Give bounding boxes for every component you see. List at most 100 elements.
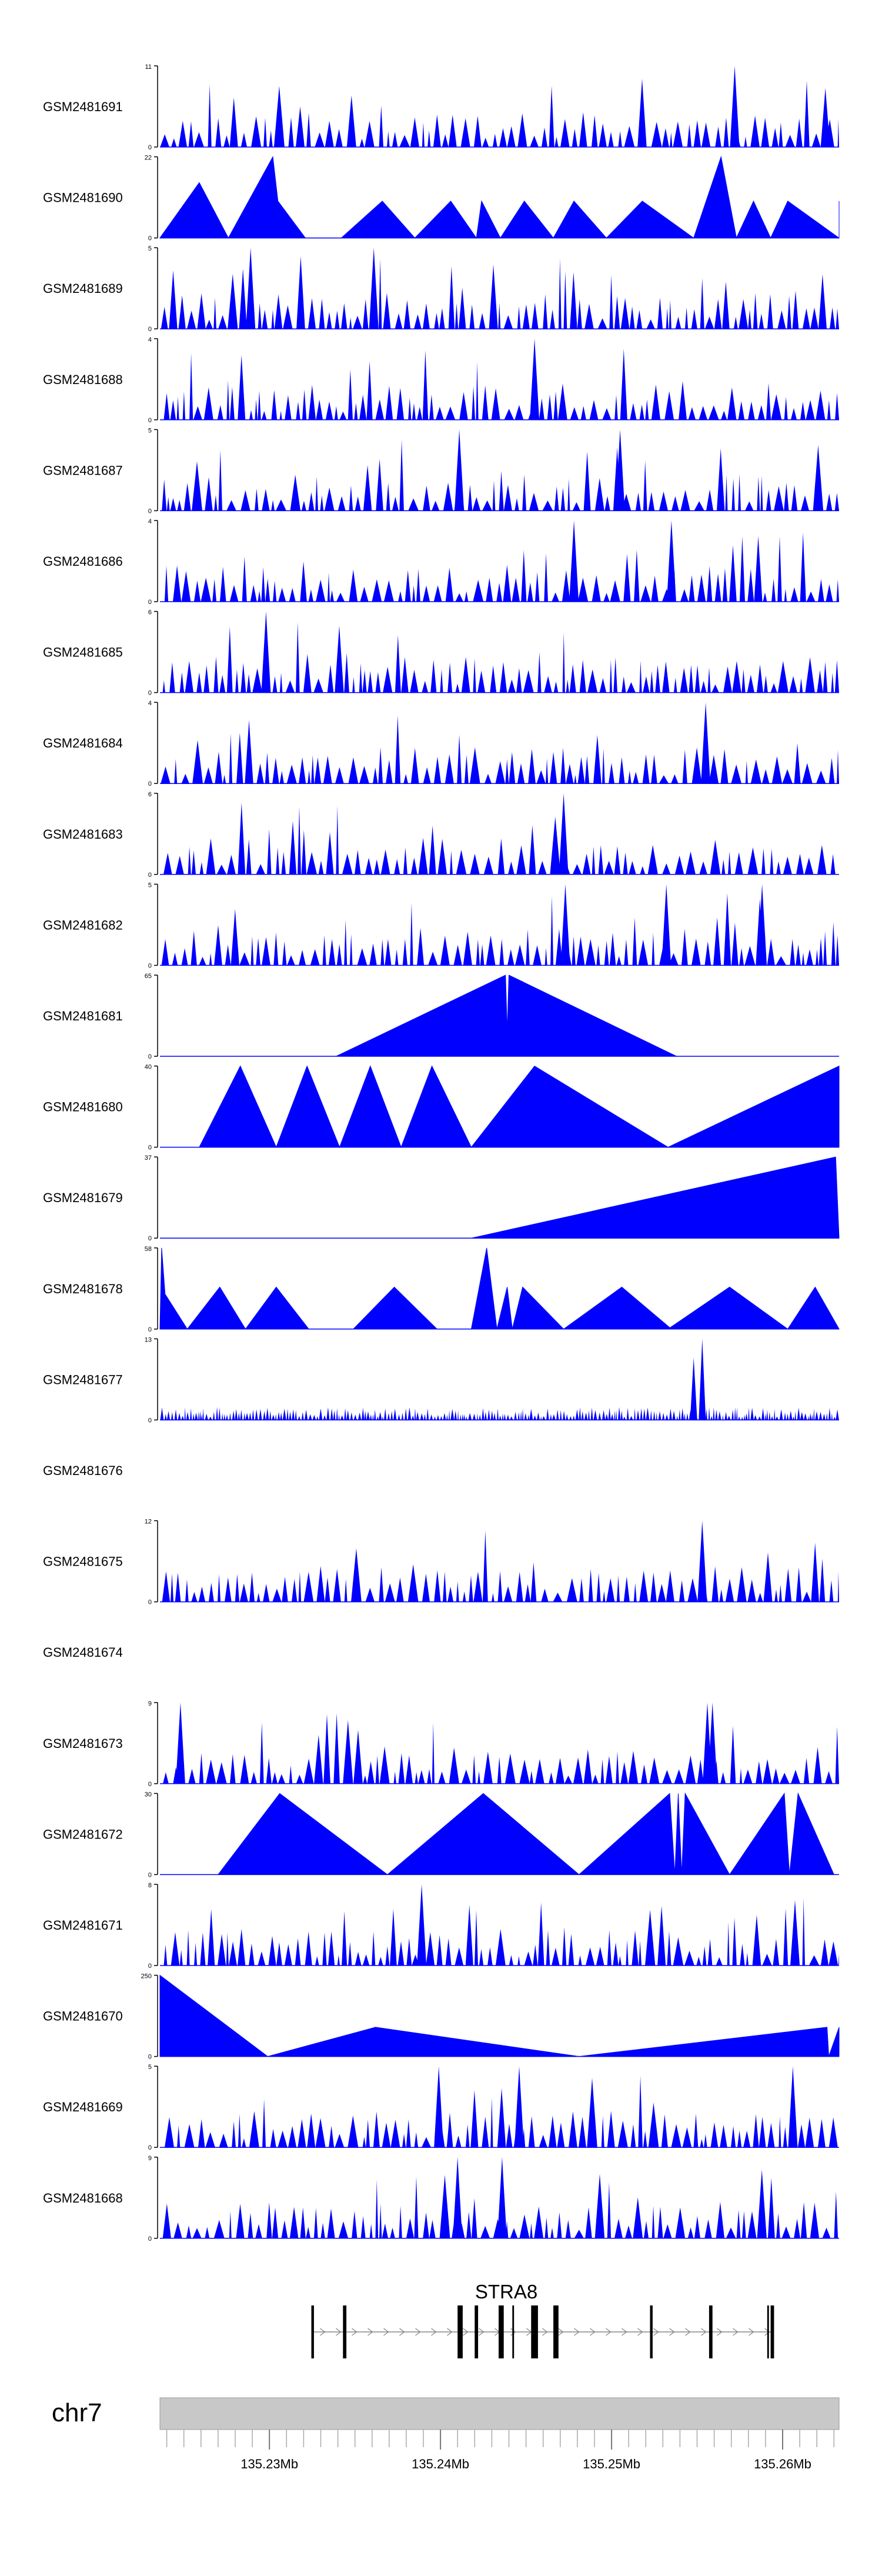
strand-arrow bbox=[447, 2328, 453, 2336]
track-GSM2481673: GSM2481673 9 0 bbox=[43, 1700, 839, 1788]
exon bbox=[311, 2305, 314, 2358]
y-tick-label-zero: 0 bbox=[148, 2235, 152, 2243]
coverage-area bbox=[160, 256, 839, 329]
y-tick-label-zero: 0 bbox=[148, 508, 152, 515]
strand-arrow bbox=[368, 2328, 373, 2336]
exon bbox=[457, 2305, 463, 2358]
coverage-peak bbox=[788, 2066, 798, 2148]
track-label: GSM2481677 bbox=[43, 1372, 123, 1387]
y-tick-label-zero: 0 bbox=[148, 872, 152, 879]
strand-arrow bbox=[320, 2328, 326, 2336]
exon bbox=[531, 2305, 538, 2358]
y-tick-label-max: 12 bbox=[145, 1519, 152, 1526]
strand-arrow bbox=[590, 2328, 596, 2336]
y-tick-label-zero: 0 bbox=[148, 1871, 152, 1878]
coverage-area bbox=[159, 1974, 840, 2057]
strand-arrow bbox=[685, 2328, 691, 2336]
track-label: GSM2481682 bbox=[43, 917, 123, 932]
coverage-area bbox=[160, 1897, 839, 1966]
strand-arrow bbox=[463, 2328, 469, 2336]
strand-arrow bbox=[669, 2328, 675, 2336]
track-label: GSM2481685 bbox=[43, 645, 123, 660]
y-tick-label-zero: 0 bbox=[148, 1781, 152, 1788]
strand-arrow bbox=[558, 2328, 564, 2336]
track-label: GSM2481673 bbox=[43, 1736, 123, 1751]
y-tick-label-max: 5 bbox=[148, 427, 152, 434]
track-GSM2481677: GSM2481677 13 0 bbox=[43, 1336, 839, 1424]
track-label: GSM2481689 bbox=[43, 281, 123, 296]
track-GSM2481674: GSM2481674 bbox=[43, 1645, 123, 1660]
y-tick-label-max: 6 bbox=[148, 609, 152, 616]
y-tick-label-max: 5 bbox=[148, 2064, 152, 2071]
exon bbox=[767, 2305, 769, 2358]
coverage-area bbox=[160, 893, 839, 966]
y-tick-label-max: 250 bbox=[141, 1973, 152, 1980]
y-tick-label-zero: 0 bbox=[148, 1235, 152, 1242]
y-tick-label-max: 13 bbox=[145, 1336, 152, 1343]
y-tick-label-max: 4 bbox=[148, 336, 152, 343]
track-label: GSM2481671 bbox=[43, 1918, 123, 1933]
coverage-peak bbox=[690, 1357, 697, 1420]
track-label: GSM2481684 bbox=[43, 736, 123, 750]
y-tick-label-zero: 0 bbox=[148, 1599, 152, 1606]
track-label: GSM2481683 bbox=[43, 827, 123, 842]
strand-arrow bbox=[479, 2328, 485, 2336]
x-tick-label: 135.24Mb bbox=[412, 2457, 469, 2471]
track-GSM2481684: GSM2481684 4 0 bbox=[43, 700, 839, 788]
track-label: GSM2481674 bbox=[43, 1645, 123, 1660]
strand-arrow bbox=[383, 2328, 389, 2336]
strand-arrow bbox=[399, 2328, 405, 2336]
exon bbox=[650, 2305, 653, 2358]
y-tick-label-max: 9 bbox=[148, 2155, 152, 2162]
coverage-area bbox=[160, 715, 839, 784]
coverage-peak bbox=[497, 2157, 507, 2238]
coverage-peak bbox=[261, 611, 271, 693]
track-label: GSM2481675 bbox=[43, 1554, 123, 1569]
coverage-area bbox=[160, 802, 839, 875]
track-label: GSM2481687 bbox=[43, 463, 123, 478]
y-tick-label-zero: 0 bbox=[148, 235, 152, 242]
chromosome-band bbox=[159, 2397, 840, 2430]
y-tick-label-zero: 0 bbox=[148, 1417, 152, 1424]
track-label: GSM2481669 bbox=[43, 2100, 123, 2114]
track-label: GSM2481690 bbox=[43, 191, 123, 205]
coverage-peak bbox=[662, 884, 671, 966]
track-GSM2481690: GSM2481690 22 0 bbox=[43, 155, 840, 242]
strand-arrow bbox=[749, 2328, 754, 2336]
track-label: GSM2481672 bbox=[43, 1827, 123, 1841]
coverage-peak bbox=[666, 520, 676, 602]
y-tick-label-max: 4 bbox=[148, 518, 152, 525]
y-tick-label-max: 5 bbox=[148, 245, 152, 252]
y-tick-label-zero: 0 bbox=[148, 417, 152, 424]
coverage-peak bbox=[615, 429, 625, 511]
track-GSM2481683: GSM2481683 6 0 bbox=[43, 791, 839, 879]
track-label: GSM2481681 bbox=[43, 1009, 123, 1023]
coverage-area bbox=[160, 1407, 839, 1420]
y-tick-label-max: 58 bbox=[145, 1246, 152, 1253]
strand-arrow bbox=[717, 2328, 723, 2336]
y-tick-label-max: 37 bbox=[145, 1154, 152, 1162]
track-GSM2481678: GSM2481678 58 0 bbox=[43, 1246, 840, 1333]
coverage-peak bbox=[757, 884, 767, 966]
strand-arrow bbox=[352, 2328, 358, 2336]
strand-arrow bbox=[637, 2328, 643, 2336]
exon bbox=[475, 2305, 479, 2358]
track-GSM2481668: GSM2481668 9 0 bbox=[43, 2155, 839, 2243]
coverage-peak bbox=[707, 1702, 717, 1784]
strand-arrow bbox=[733, 2328, 739, 2336]
coverage-peak bbox=[417, 1884, 427, 1966]
track-GSM2481685: GSM2481685 6 0 bbox=[43, 609, 839, 697]
coverage-peak bbox=[453, 2157, 463, 2238]
y-tick-label-max: 40 bbox=[145, 1064, 152, 1071]
track-GSM2481669: GSM2481669 5 0 bbox=[43, 2064, 839, 2151]
coverage-peak bbox=[730, 66, 740, 147]
x-tick-label: 135.23Mb bbox=[240, 2457, 298, 2471]
strand-arrow bbox=[701, 2328, 707, 2336]
track-GSM2481671: GSM2481671 8 0 bbox=[43, 1882, 839, 1970]
y-tick-label-zero: 0 bbox=[148, 1053, 152, 1060]
y-tick-label-zero: 0 bbox=[148, 2144, 152, 2151]
strand-arrow bbox=[764, 2328, 770, 2336]
track-label: GSM2481668 bbox=[43, 2191, 123, 2205]
chromosome-label: chr7 bbox=[52, 2398, 102, 2427]
y-tick-label-max: 5 bbox=[148, 882, 152, 889]
